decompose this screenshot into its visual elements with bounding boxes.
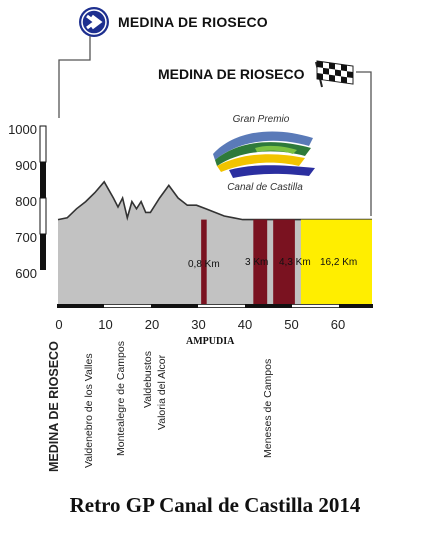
y-tick-label: 900 — [15, 158, 37, 173]
x-tick-label: 40 — [238, 317, 252, 332]
y-tick-label: 700 — [15, 230, 37, 245]
y-tick-labels: 1000 900 800 700 600 — [8, 122, 37, 281]
start-connector-line — [58, 36, 91, 118]
town-label-montealegre: Montealegre de Campos — [115, 341, 127, 456]
sector-label: 0,8 Km — [188, 259, 220, 270]
town-label-valoria: Valoria del Alcor — [156, 354, 168, 430]
sector-band-red — [253, 219, 268, 304]
x-tick-label: 30 — [191, 317, 205, 332]
town-label-meneses: Meneses de Campos — [262, 358, 274, 458]
sector-label: 4,3 Km — [279, 257, 311, 268]
x-tick-label: 20 — [145, 317, 159, 332]
sector-layer: 0,8 Km 3 Km 4,3 Km 16,2 Km — [188, 219, 372, 304]
sector-label: 3 Km — [245, 257, 268, 268]
x-tick-label: 60 — [331, 317, 345, 332]
y-tick-label: 600 — [15, 266, 37, 281]
finish-label: MEDINA DE RIOSECO — [158, 66, 305, 82]
checkered-flag-icon — [315, 60, 354, 88]
page-title: Retro GP Canal de Castilla 2014 — [69, 493, 361, 517]
logo-line2: Canal de Castilla — [227, 182, 303, 193]
ampudia-label: AMPUDIA — [186, 336, 235, 347]
x-axis-scale — [57, 304, 373, 308]
profile-outline — [57, 180, 372, 221]
logo-line1: Gran Premio — [233, 114, 290, 125]
town-label-valdenebro: Valdenebro de los Valles — [83, 353, 95, 468]
gran-premio-logo: Gran Premio Canal de Castilla — [213, 114, 315, 193]
town-label-valdebustos: Valdebustos — [142, 350, 154, 408]
finish-connector-line — [356, 71, 372, 216]
start-emblem-icon — [79, 7, 109, 37]
x-tick-labels: 0 10 20 30 40 50 60 — [55, 317, 345, 332]
sector-label: 16,2 Km — [320, 257, 357, 268]
sector-band-red — [201, 219, 207, 304]
x-tick-label: 10 — [98, 317, 112, 332]
x-tick-label: 50 — [284, 317, 298, 332]
y-tick-label: 1000 — [8, 122, 37, 137]
x-tick-label: 0 — [55, 317, 62, 332]
sector-band-red — [273, 219, 295, 304]
start-label: MEDINA DE RIOSECO — [118, 14, 268, 30]
town-label-medina: MEDINA DE RIOSECO — [47, 341, 61, 472]
y-axis-scale — [39, 125, 47, 270]
sector-band-yellow — [300, 219, 372, 304]
y-tick-label: 800 — [15, 194, 37, 209]
